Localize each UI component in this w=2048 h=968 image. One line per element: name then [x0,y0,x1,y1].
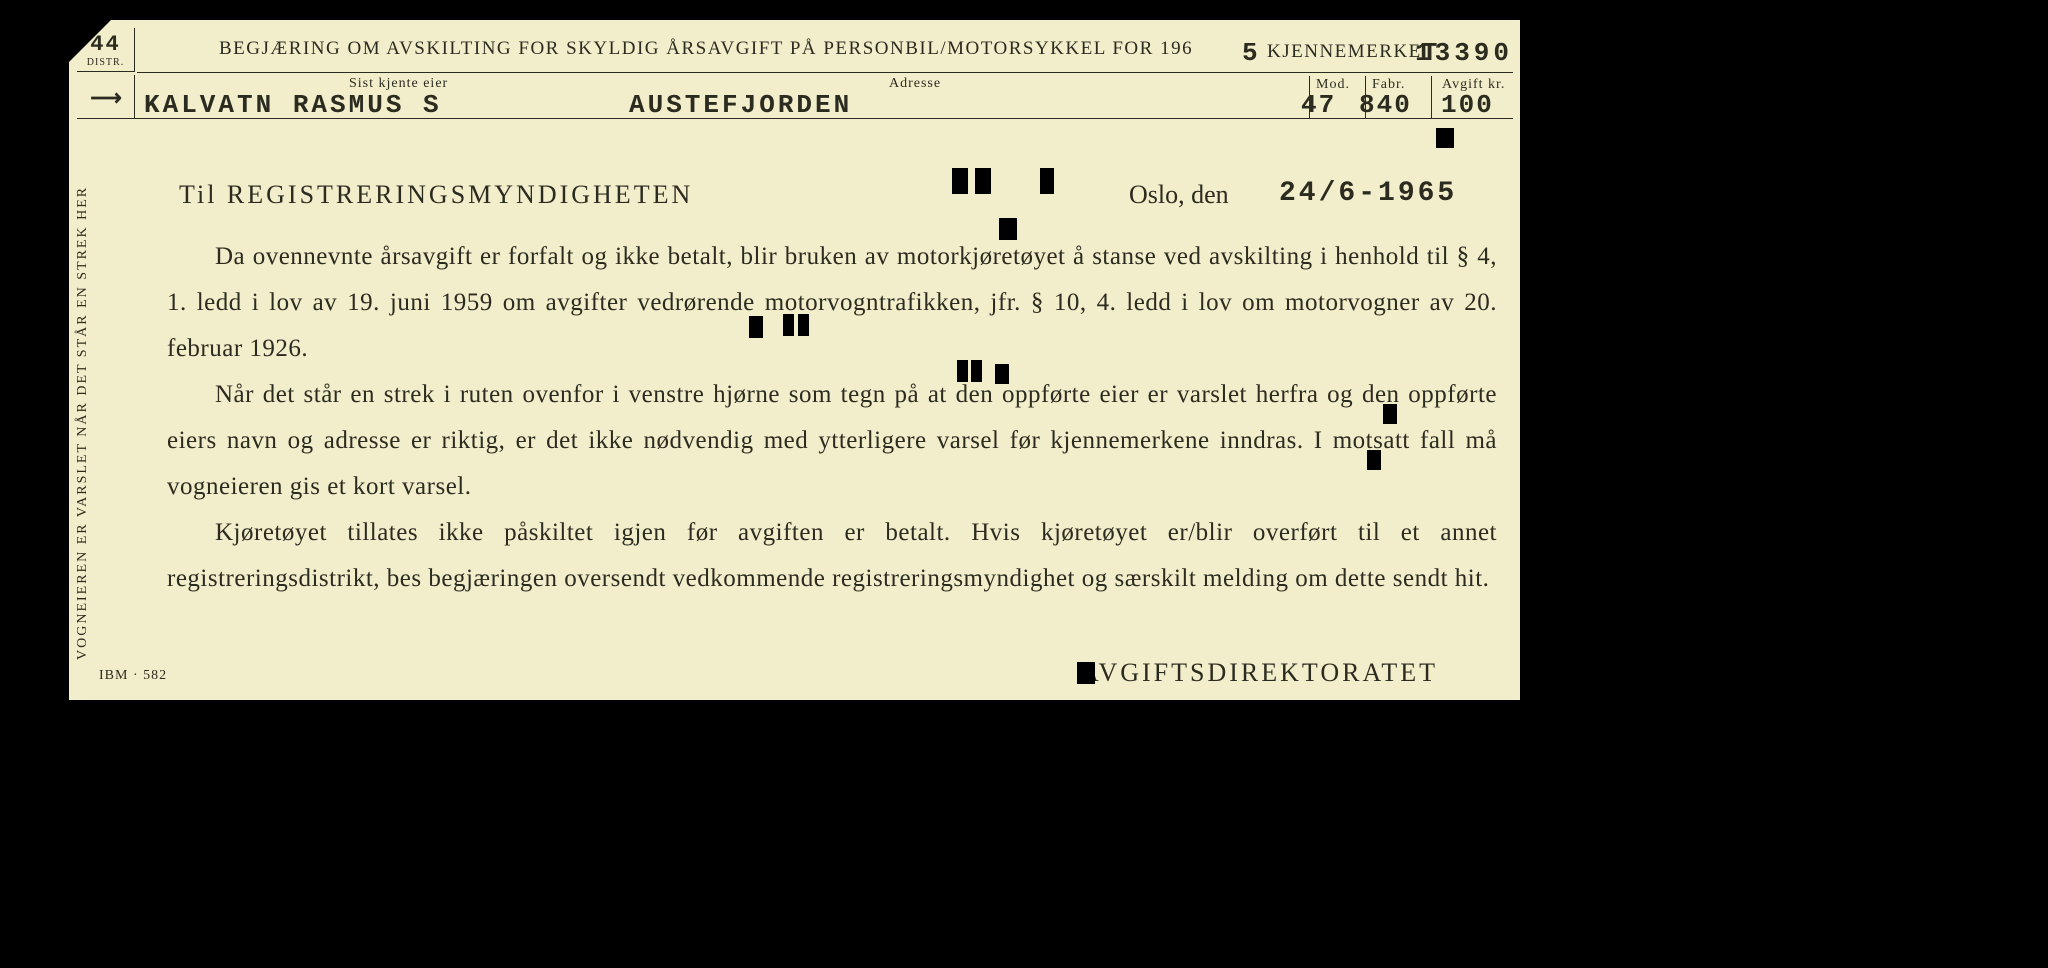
form-code: IBM · 582 [99,668,167,684]
redaction-block [749,316,763,338]
signature: AVGIFTSDIREKTORATET [1080,658,1438,688]
owner-value: KALVATN RASMUS S [144,90,442,120]
kjennemerke-label: KJENNEMERKET [1267,38,1439,68]
district-label: DISTR. [77,57,134,68]
mod-value: 47 [1301,90,1336,120]
date-value: 24/6-1965 [1279,178,1457,209]
redaction-block [957,360,968,382]
header-year-digit: 5 [1242,38,1260,68]
redaction-block [1040,168,1054,194]
body-text: Da ovennevnte årsavgift er forfalt og ik… [167,234,1497,602]
paragraph-3: Kjøretøyet tillates ikke påskiltet igjen… [167,510,1497,602]
redaction-block [783,314,794,336]
paragraph-2: Når det står en strek i ruten ovenfor i … [167,372,1497,510]
redaction-block [952,168,968,194]
district-number: 44 [77,28,134,57]
salutation: Til REGISTRERINGSMYNDIGHETEN [179,180,693,210]
fabr-value: 840 [1359,90,1412,120]
paragraph-1: Da ovennevnte årsavgift er forfalt og ik… [167,234,1497,372]
redaction-block [1367,450,1381,470]
kjennemerke-label-text: KJENNEMERKE [1267,41,1422,62]
redaction-block [971,360,982,382]
redaction-block [1077,662,1095,684]
fee-value: 100 [1441,90,1494,120]
redaction-block [798,314,809,336]
rule-top [137,72,1513,73]
redaction-block [975,168,991,194]
redaction-block [1436,128,1454,148]
document-card: 44 DISTR. ⟶ BEGJÆRING OM AVSKILTING FOR … [69,20,1520,700]
place-label: Oslo, den [1129,180,1229,210]
side-instruction: VOGNEIEREN ER VARSLET NÅR DET STÅR EN ST… [75,186,91,660]
address-value: AUSTEFJORDEN [629,90,852,120]
address-label: Adresse [889,76,941,92]
district-box: 44 DISTR. [77,28,135,72]
redaction-block [995,364,1009,384]
redaction-block [999,218,1017,240]
arrow-box: ⟶ [77,75,135,119]
kjennemerke-number: 13390 [1415,38,1513,68]
redaction-block [1383,404,1397,424]
header-title: BEGJÆRING OM AVSKILTING FOR SKYLDIG ÅRSA… [219,38,1193,60]
